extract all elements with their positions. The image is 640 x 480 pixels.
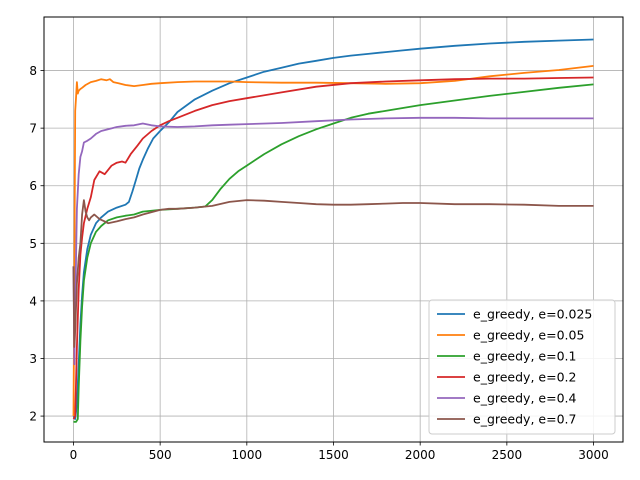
legend-label: e_greedy, e=0.05 <box>473 328 584 343</box>
legend-label: e_greedy, e=0.7 <box>473 412 576 427</box>
y-tick-label: 5 <box>29 237 37 251</box>
legend-label: e_greedy, e=0.025 <box>473 307 592 322</box>
series-line-1 <box>72 65 594 417</box>
series-line-3 <box>72 76 594 420</box>
series-group <box>72 38 594 423</box>
legend-label: e_greedy, e=0.1 <box>473 349 576 364</box>
y-tick-label: 4 <box>29 294 37 308</box>
series-line-0 <box>72 38 594 420</box>
legend-label: e_greedy, e=0.2 <box>473 370 576 385</box>
y-tick-label: 7 <box>29 122 37 136</box>
series-line-5 <box>72 199 594 348</box>
x-tick-label: 3000 <box>578 448 609 462</box>
legend: e_greedy, e=0.025 e_greedy, e=0.05 e_greed… <box>428 299 616 435</box>
x-tick-label: 2500 <box>492 448 523 462</box>
legend-box <box>428 299 616 435</box>
axis-ticks: 0 500 1000 1500 2000 2500 3000 2 3 4 5 6 7 8 <box>29 64 608 462</box>
y-tick-label: 8 <box>29 64 37 78</box>
y-tick-label: 6 <box>29 179 37 193</box>
series-line-2 <box>73 83 594 423</box>
y-tick-label: 2 <box>29 410 37 424</box>
x-tick-label: 1000 <box>232 448 263 462</box>
y-tick-label: 3 <box>29 352 37 366</box>
x-tick-label: 1500 <box>318 448 349 462</box>
series-line-4 <box>72 116 594 366</box>
x-tick-label: 0 <box>70 448 78 462</box>
x-tick-label: 2000 <box>405 448 436 462</box>
x-tick-label: 500 <box>149 448 172 462</box>
legend-label: e_greedy, e=0.4 <box>473 391 576 406</box>
